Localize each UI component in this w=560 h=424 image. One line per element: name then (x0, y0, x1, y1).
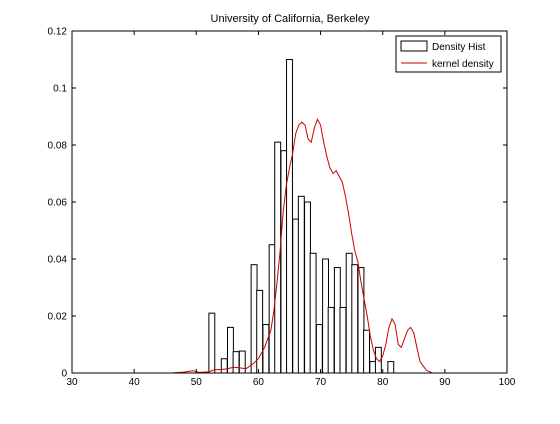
histogram-bar (333, 267, 341, 374)
axes: 30 40 50 60 70 80 90 100 0 0.02 0.04 0.06 0.08 0.1 0.1… (48, 27, 516, 389)
y-tick-label: 0.1 (53, 84, 67, 95)
histogram-bar (280, 150, 288, 374)
legend-label-kde: kernel density (432, 59, 494, 70)
kde-line (121, 118, 483, 374)
histogram-bar (315, 324, 323, 374)
legend: Density Hist kernel density (395, 35, 502, 73)
histogram-bar (309, 252, 317, 374)
histogram-bar (238, 350, 246, 374)
y-tick-label: 0 (61, 369, 67, 380)
y-tick-label: 0.12 (48, 27, 68, 38)
x-tick-label: 80 (377, 377, 389, 388)
y-tick-label: 0.02 (48, 312, 68, 323)
chart-title: University of California, Berkeley (211, 13, 370, 25)
histogram-bar (387, 361, 395, 374)
histogram-bar (322, 258, 329, 374)
histogram-bar (208, 312, 216, 374)
histogram-bar (327, 306, 335, 374)
histogram-bar (339, 306, 347, 374)
legend-swatch-histogram (400, 40, 428, 52)
x-tick-label: 40 (129, 377, 141, 388)
histogram-bar (286, 59, 293, 374)
histogram-bar (220, 358, 228, 374)
histogram-bar (363, 329, 371, 374)
histogram-bar (227, 326, 234, 374)
histogram-bar (351, 264, 359, 374)
y-tick-label: 0.08 (48, 141, 68, 152)
histogram-bar (256, 289, 264, 374)
histogram-bar (250, 264, 258, 374)
x-tick-label: 70 (315, 377, 327, 388)
x-tick-label: 30 (66, 377, 78, 388)
legend-label-histogram: Density Hist (432, 42, 486, 53)
x-tick-label: 60 (253, 377, 265, 388)
histogram-bar (232, 351, 240, 374)
histogram-bar (345, 252, 353, 374)
histogram-bar (369, 361, 377, 374)
x-tick-label: 50 (191, 377, 203, 388)
histogram-bar (297, 195, 305, 374)
x-tick-label: 90 (439, 377, 451, 388)
y-tick-label: 0.06 (48, 198, 68, 209)
histogram-bar (304, 201, 311, 374)
x-tick-label: 100 (499, 377, 516, 388)
y-tick-label: 0.04 (48, 255, 68, 266)
histogram-bar (292, 218, 300, 374)
